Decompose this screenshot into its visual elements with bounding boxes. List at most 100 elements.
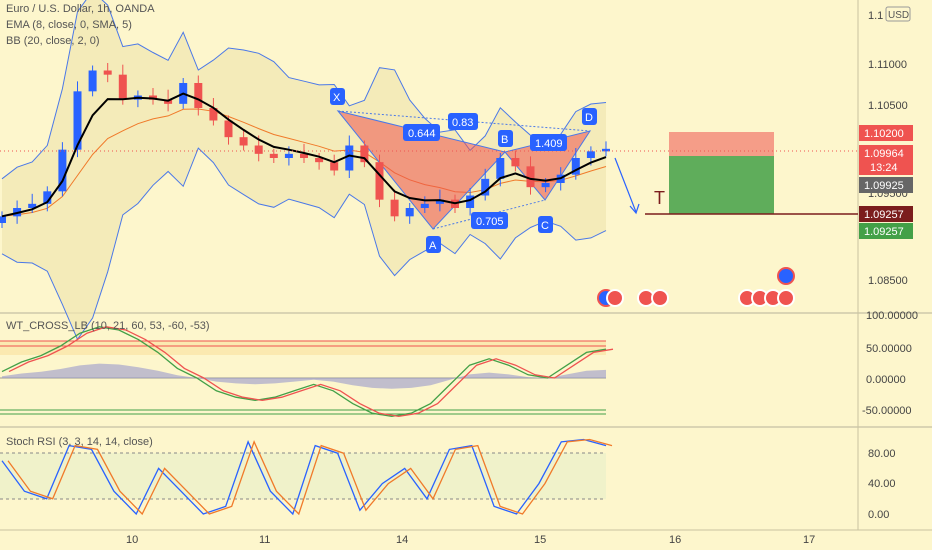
candle-body bbox=[254, 145, 263, 154]
take-profit-zone[interactable] bbox=[669, 156, 774, 214]
candle-body bbox=[88, 70, 97, 92]
price-tag-tp: 1.09257 bbox=[859, 223, 913, 239]
bollinger-upper-band bbox=[1, 0, 607, 180]
candle-body bbox=[496, 158, 505, 179]
time-tick: 11 bbox=[259, 534, 270, 546]
pattern-point-d[interactable]: D bbox=[582, 108, 597, 125]
svg-text:1.10200: 1.10200 bbox=[864, 128, 904, 140]
candle-body bbox=[43, 191, 52, 204]
svg-text:B: B bbox=[501, 134, 508, 146]
us-flag-icon[interactable] bbox=[606, 289, 624, 307]
price-tag-target: 1.09257 bbox=[859, 206, 913, 222]
candle-body bbox=[315, 158, 324, 163]
svg-text:1.09257: 1.09257 bbox=[864, 226, 904, 238]
svg-text:USD: USD bbox=[888, 10, 909, 21]
ratio-label-xb[interactable]: 0.644 bbox=[403, 124, 440, 141]
candle-body bbox=[466, 195, 475, 208]
svg-text:C: C bbox=[541, 220, 549, 232]
us-flag-icon[interactable] bbox=[651, 289, 669, 307]
stoch-tick: 80.00 bbox=[868, 448, 896, 460]
candle-body bbox=[405, 208, 414, 217]
candle-body bbox=[0, 216, 6, 223]
candle-body bbox=[239, 137, 248, 146]
candle-body bbox=[269, 153, 278, 158]
pattern-point-b[interactable]: B bbox=[498, 130, 513, 147]
stoch-axis[interactable]: 80.00 40.00 0.00 bbox=[868, 448, 896, 521]
svg-text:0.705: 0.705 bbox=[476, 216, 504, 228]
wt-legend[interactable]: WT_CROSS_LB (10, 21, 60, 53, -60, -53) bbox=[6, 320, 210, 332]
candle-body bbox=[481, 178, 490, 196]
pattern-point-c[interactable]: C bbox=[538, 216, 553, 233]
stoch-band bbox=[0, 453, 606, 499]
svg-text:1.409: 1.409 bbox=[535, 138, 563, 150]
time-tick: 10 bbox=[126, 534, 138, 546]
wt-tick: 50.00000 bbox=[866, 343, 912, 355]
bollinger-band-fill bbox=[2, 0, 606, 340]
candle-body bbox=[345, 145, 354, 171]
candle-body bbox=[390, 199, 399, 217]
wt-tick: 0.00000 bbox=[866, 374, 906, 386]
candle-body bbox=[103, 70, 112, 75]
ratio-label-xd[interactable]: 0.83 bbox=[448, 113, 478, 130]
ratio-label-ac[interactable]: 0.705 bbox=[471, 212, 508, 229]
candle-body bbox=[28, 203, 37, 208]
candle-body bbox=[224, 120, 233, 138]
wt-line-2 bbox=[8, 326, 614, 418]
candle-body bbox=[300, 153, 308, 158]
stoch-tick: 40.00 bbox=[868, 478, 896, 490]
candle-body bbox=[375, 162, 384, 200]
candle-body bbox=[58, 149, 67, 192]
time-axis[interactable]: 10 11 14 15 16 17 bbox=[126, 534, 815, 546]
svg-text:1.09925: 1.09925 bbox=[864, 180, 904, 192]
projection-arrow bbox=[614, 157, 637, 213]
candle-body bbox=[73, 91, 82, 150]
price-tag-ema: 1.09925 bbox=[859, 177, 913, 193]
target-marker: T bbox=[654, 188, 665, 208]
candle-body bbox=[420, 203, 429, 208]
ema-legend[interactable]: EMA (8, close, 0, SMA, 5) bbox=[6, 19, 132, 31]
pattern-point-a[interactable]: A bbox=[426, 236, 441, 253]
candle-body bbox=[118, 74, 127, 100]
projection-arrow-head bbox=[629, 203, 640, 215]
ema-line bbox=[1, 92, 607, 218]
svg-text:13:24: 13:24 bbox=[870, 162, 898, 174]
bollinger-lower-band bbox=[1, 147, 607, 341]
svg-text:A: A bbox=[429, 240, 437, 252]
candle-body bbox=[602, 148, 610, 152]
svg-text:D: D bbox=[585, 112, 593, 124]
candle-body bbox=[209, 108, 218, 121]
candle-body bbox=[194, 83, 203, 108]
bb-legend[interactable]: BB (20, close, 2, 0) bbox=[6, 35, 100, 47]
svg-text:1.09964: 1.09964 bbox=[864, 148, 904, 160]
bollinger-basis-line bbox=[1, 108, 607, 217]
candlestick-series bbox=[0, 63, 610, 228]
stoch-d-line bbox=[7, 438, 613, 516]
pattern-point-x[interactable]: X bbox=[330, 88, 345, 105]
stoch-tick: 0.00 bbox=[868, 509, 889, 521]
candle-body bbox=[284, 153, 293, 158]
currency-badge[interactable]: USD bbox=[885, 6, 911, 22]
time-tick: 16 bbox=[669, 534, 681, 546]
candle-body bbox=[360, 145, 369, 163]
stoch-legend[interactable]: Stoch RSI (3, 3, 14, 14, close) bbox=[6, 436, 153, 448]
wt-tick: -50.00000 bbox=[862, 405, 912, 417]
wt-axis[interactable]: 100.00000 50.00000 0.00000 -50.00000 bbox=[862, 310, 918, 417]
symbol-title[interactable]: Euro / U.S. Dollar, 1h, OANDA bbox=[6, 3, 155, 15]
eu-flag-icon[interactable] bbox=[777, 267, 795, 285]
time-tick: 14 bbox=[396, 534, 408, 546]
candle-body bbox=[435, 199, 444, 204]
price-tick: 1.1 bbox=[868, 10, 883, 22]
stop-loss-zone[interactable] bbox=[669, 132, 774, 156]
price-tick: 1.10500 bbox=[868, 100, 908, 112]
ratio-label-bd[interactable]: 1.409 bbox=[530, 134, 567, 151]
price-tag-stop: 1.10200 bbox=[859, 125, 913, 141]
candle-body bbox=[541, 183, 550, 188]
svg-text:0.83: 0.83 bbox=[452, 117, 473, 129]
candle-body bbox=[330, 162, 339, 171]
svg-text:X: X bbox=[333, 92, 341, 104]
candle-body bbox=[511, 158, 520, 167]
candle-body bbox=[586, 151, 595, 158]
us-flag-icon[interactable] bbox=[777, 289, 795, 307]
